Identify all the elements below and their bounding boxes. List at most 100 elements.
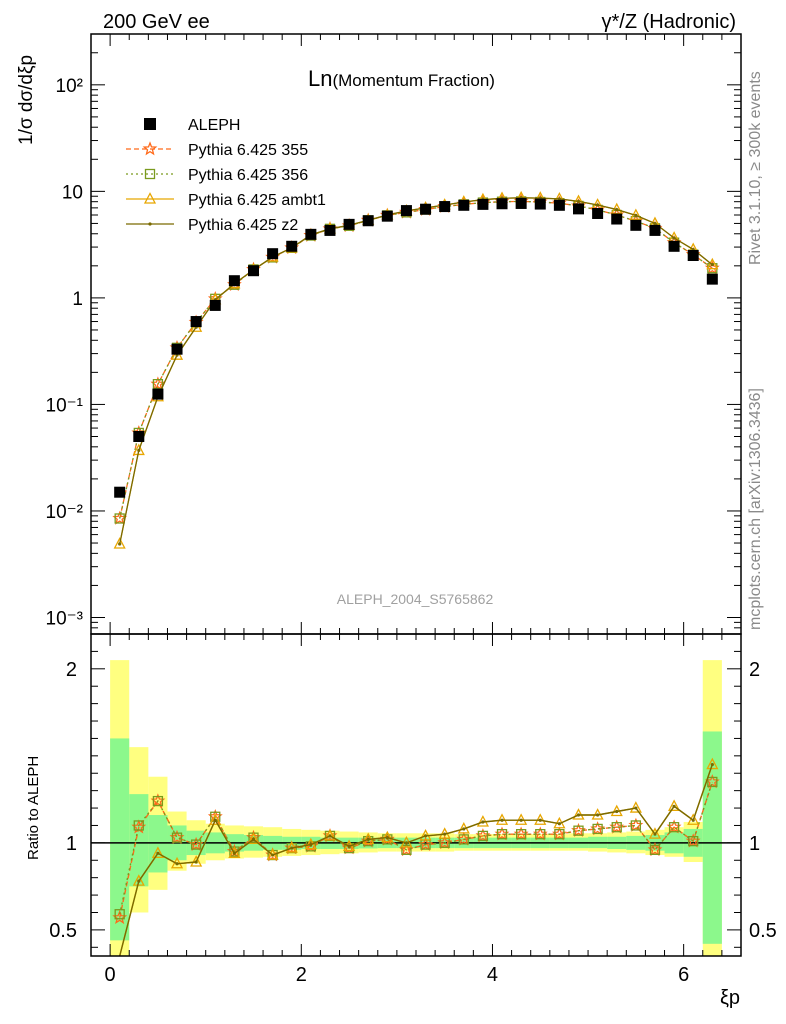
ratio-point: [156, 851, 160, 855]
ratio-point: [573, 825, 584, 836]
series-line: [119, 197, 713, 545]
ratio-point: [247, 832, 260, 845]
ratio-point: [175, 862, 179, 866]
ratio-point: [629, 801, 642, 813]
aleph-point: [687, 250, 699, 262]
rivet-label: Rivet 3.1.10, ≥ 300k events: [747, 71, 764, 265]
y-tick-label-top: 10⁻³: [46, 608, 84, 629]
ratio-point: [672, 804, 676, 808]
ratio-point: [366, 837, 370, 841]
series-point: [118, 542, 122, 546]
ratio-point: [668, 822, 680, 833]
aleph-point: [267, 248, 279, 260]
mcplots-label: mcplots.cern.ch [arXiv:1306.3436]: [747, 388, 764, 630]
ratio-point: [576, 813, 581, 817]
ratio-point: [592, 823, 603, 835]
ratio-point: [232, 851, 236, 855]
series-point: [615, 207, 619, 212]
x-tick-label: 0: [105, 964, 116, 986]
ratio-point: [209, 813, 222, 825]
ratio-point: [500, 818, 504, 822]
ratio-point: [271, 853, 275, 857]
ratio-point: [462, 827, 466, 831]
ratio-point: [328, 834, 332, 838]
aleph-point: [133, 431, 145, 443]
y-tick-label-ratio-right: 2: [749, 659, 760, 681]
ratio-plot-frame: [90, 633, 742, 957]
ratio-point: [519, 818, 523, 822]
ratio-point: [535, 829, 546, 840]
series-line: [119, 200, 713, 519]
aleph-point: [209, 299, 221, 311]
ratio-point: [554, 829, 565, 840]
series-point: [672, 236, 676, 240]
aleph-point: [343, 218, 355, 230]
ratio-point: [648, 827, 662, 839]
series-point: [576, 199, 581, 203]
aleph-point: [324, 224, 336, 236]
ratio-point: [706, 757, 719, 770]
header-left: 200 GeV ee: [103, 11, 210, 33]
aleph-point: [630, 219, 642, 231]
ratio-curves: [112, 757, 720, 957]
ratio-point: [171, 832, 183, 843]
chart-title: Ln(Momentum Fraction): [308, 66, 495, 91]
ratio-point: [630, 820, 642, 831]
aleph-point: [515, 197, 527, 209]
aleph-point: [592, 207, 604, 219]
ratio-point: [481, 820, 485, 824]
y-tick-label-ratio: 2: [66, 659, 77, 681]
ratio-point: [190, 839, 202, 850]
legend-marker: [142, 141, 158, 156]
legend-label: Pythia 6.425 z2: [188, 217, 298, 234]
x-tick-label: 2: [296, 964, 307, 986]
ratio-point: [401, 844, 412, 855]
ratio-point: [152, 795, 164, 807]
ratio-point: [649, 844, 661, 855]
prediction-curves: [112, 190, 720, 549]
aleph-point: [305, 228, 317, 240]
aleph-point: [362, 215, 374, 227]
aleph-point: [706, 273, 718, 285]
ratio-point: [710, 762, 714, 767]
legend-label: Pythia 6.425 ambt1: [188, 192, 326, 209]
ratio-point: [538, 818, 542, 822]
aleph-point: [152, 388, 164, 400]
aleph-point: [477, 198, 489, 210]
ratio-point: [615, 809, 619, 814]
ratio-point: [251, 837, 256, 841]
aleph-point: [286, 240, 298, 252]
aleph-point: [420, 203, 432, 215]
ratio-point: [477, 830, 489, 842]
ratio-point: [137, 879, 141, 883]
y-tick-label-ratio: 0.5: [49, 920, 77, 942]
series-point: [114, 513, 125, 524]
series-line: [119, 200, 713, 519]
chart-title-sub: (Momentum Fraction): [332, 71, 494, 90]
aleph-point: [649, 224, 661, 236]
series-point: [557, 197, 561, 201]
ratio-point: [309, 843, 313, 847]
analysis-label: ALEPH_2004_S5765862: [337, 591, 494, 607]
aleph-point: [248, 265, 259, 277]
aleph-point: [496, 198, 508, 210]
ratio-point: [404, 841, 409, 845]
series-line: [119, 197, 713, 545]
ratio-point: [688, 835, 699, 847]
aleph-point: [381, 210, 393, 222]
aleph-point: [228, 275, 240, 287]
y-tick-label-ratio-right: 0.5: [749, 920, 777, 942]
ratio-point: [495, 813, 509, 825]
ratio-point: [534, 813, 547, 825]
legend-marker: [144, 168, 156, 180]
ratio-point: [596, 813, 600, 817]
aleph-point: [611, 213, 623, 225]
series-point: [113, 537, 126, 549]
legend-label: ALEPH: [188, 117, 240, 134]
aleph-point: [114, 486, 126, 498]
ratio-line: [119, 764, 713, 957]
aleph-point: [190, 316, 202, 328]
ratio-point: [691, 818, 695, 822]
band-inner-bin: [148, 815, 168, 873]
